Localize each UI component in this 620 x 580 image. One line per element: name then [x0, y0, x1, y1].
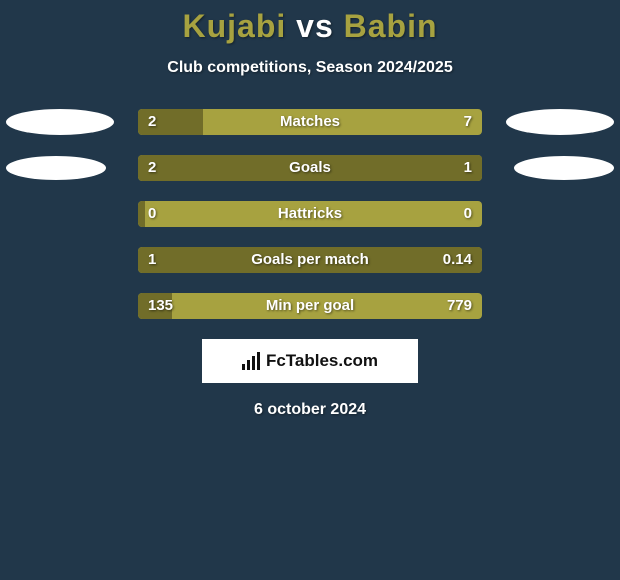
player2-name: Babin [344, 8, 438, 44]
player1-name: Kujabi [182, 8, 286, 44]
site-name: FcTables.com [266, 351, 378, 371]
stat-row: 21Goals [0, 155, 620, 181]
stat-row: 27Matches [0, 109, 620, 135]
comparison-chart: 27Matches 21Goals 00Hattricks 10.14Goals pe… [0, 109, 620, 319]
stat-bar: 135779Min per goal [138, 293, 482, 319]
branding-logo: FcTables.com [202, 339, 418, 383]
stat-row: 135779Min per goal [0, 293, 620, 319]
page-title: Kujabi vs Babin [0, 0, 620, 45]
chart-icon [242, 352, 260, 370]
date-text: 6 october 2024 [0, 401, 620, 419]
stat-label: Goals [138, 155, 482, 181]
club-badge-right [506, 109, 614, 135]
stat-row: 10.14Goals per match [0, 247, 620, 273]
club-badge-right [514, 156, 614, 180]
stat-bar: 21Goals [138, 155, 482, 181]
subtitle: Club competitions, Season 2024/2025 [0, 59, 620, 77]
stat-label: Hattricks [138, 201, 482, 227]
stat-bar: 00Hattricks [138, 201, 482, 227]
stat-row: 00Hattricks [0, 201, 620, 227]
stat-bar: 10.14Goals per match [138, 247, 482, 273]
club-badge-left [6, 156, 106, 180]
vs-text: vs [296, 8, 334, 44]
club-badge-left [6, 109, 114, 135]
stat-label: Matches [138, 109, 482, 135]
stat-label: Min per goal [138, 293, 482, 319]
stat-label: Goals per match [138, 247, 482, 273]
stat-bar: 27Matches [138, 109, 482, 135]
